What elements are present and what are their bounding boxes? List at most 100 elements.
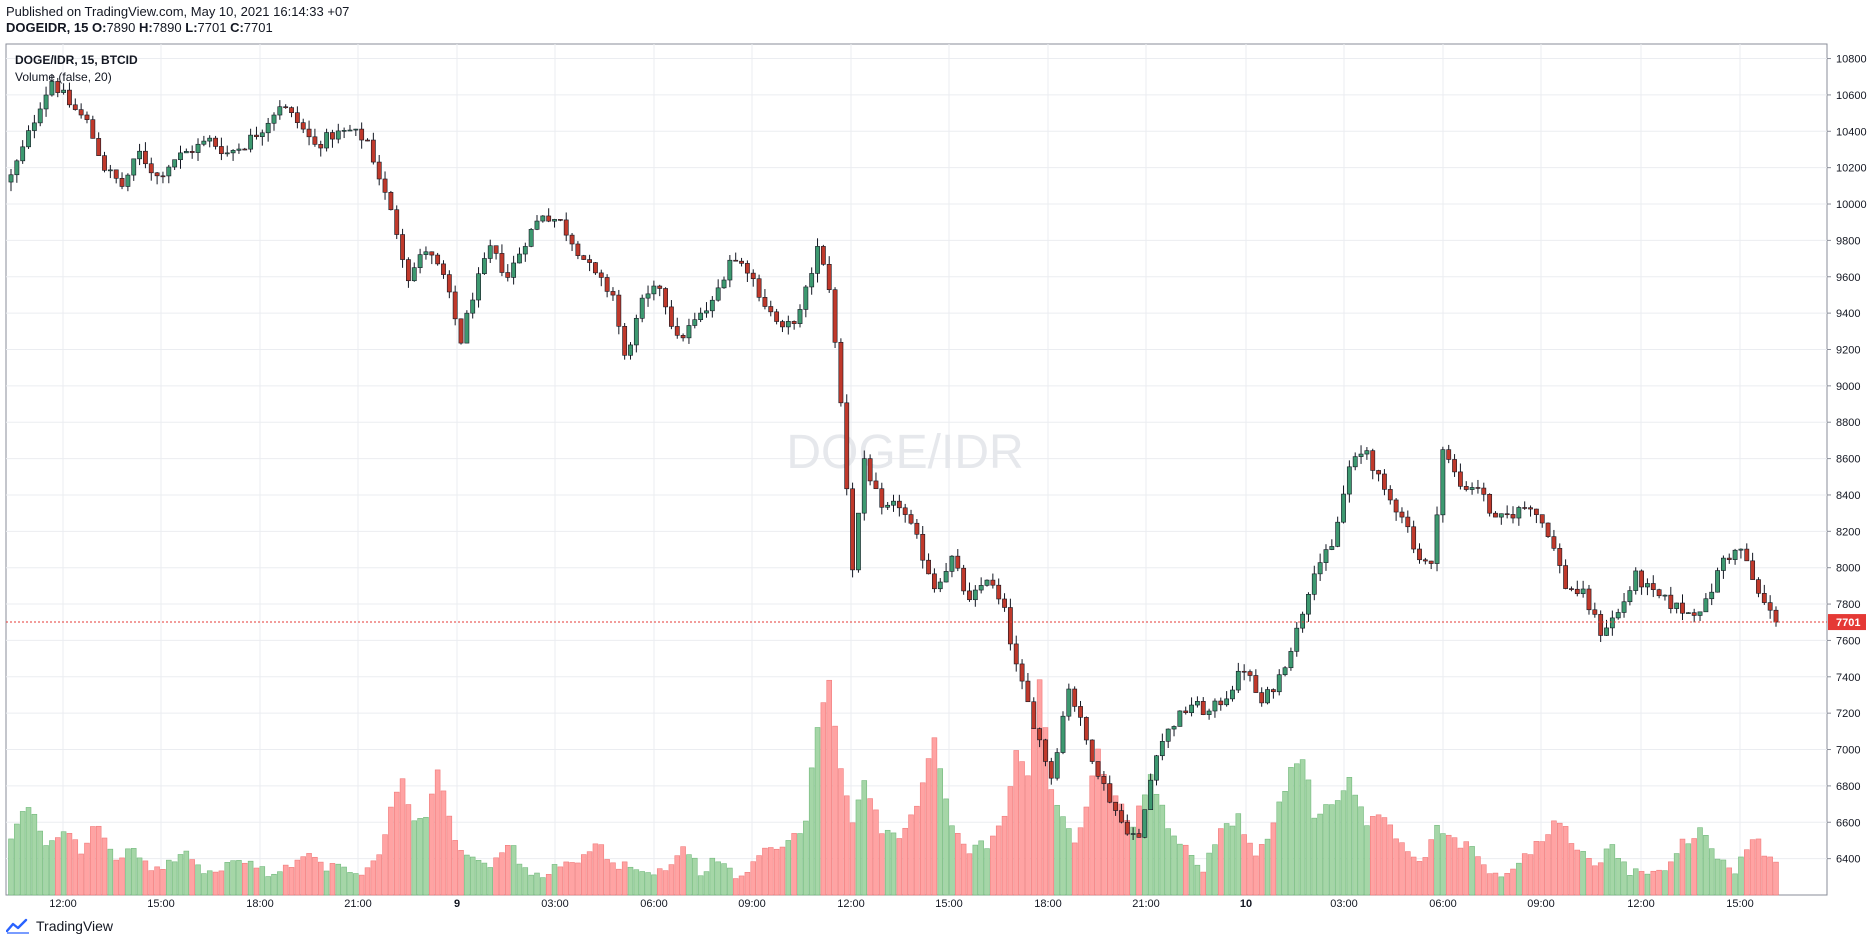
- candle: [1013, 643, 1019, 665]
- candle: [704, 310, 709, 314]
- candle: [1422, 559, 1428, 562]
- candle: [1294, 627, 1300, 652]
- volume-bar: [773, 848, 780, 896]
- candle: [1177, 710, 1183, 727]
- candle: [1323, 549, 1329, 563]
- candle: [826, 264, 832, 291]
- candle: [663, 288, 668, 308]
- volume-bar: [890, 832, 897, 896]
- candle: [1095, 761, 1101, 777]
- volume-bar: [1422, 857, 1429, 896]
- volume-bar: [166, 859, 172, 896]
- candle: [1218, 700, 1224, 706]
- volume-bar: [1632, 868, 1639, 896]
- volume-bar: [1749, 839, 1756, 896]
- candle: [1107, 783, 1113, 803]
- volume-bar: [1206, 852, 1212, 896]
- candle: [1574, 588, 1580, 595]
- volume-bar: [1294, 763, 1300, 896]
- volume-bar: [487, 867, 493, 896]
- candle: [487, 245, 493, 259]
- candle: [557, 219, 563, 221]
- candle: [1165, 728, 1171, 742]
- candle: [1019, 663, 1025, 682]
- volume-bar: [1761, 855, 1768, 896]
- volume-bar: [633, 869, 640, 896]
- candle: [1627, 590, 1633, 603]
- candle: [493, 245, 499, 254]
- candle: [856, 512, 861, 571]
- volume-bar: [984, 848, 990, 896]
- candle: [464, 312, 470, 344]
- candle: [1364, 450, 1370, 455]
- volume-bar: [364, 867, 371, 896]
- candle: [1656, 589, 1662, 597]
- volume-bar: [1504, 872, 1510, 896]
- volume-bar: [1685, 843, 1692, 896]
- volume-bar: [949, 825, 955, 896]
- candle: [616, 294, 622, 327]
- volume-bar: [253, 867, 260, 896]
- x-tick-label: 09:00: [1527, 898, 1555, 910]
- volume-bar: [1352, 794, 1358, 896]
- candle: [148, 163, 154, 174]
- volume-bar: [1410, 856, 1417, 896]
- candle: [961, 567, 967, 592]
- volume-bar: [423, 817, 429, 896]
- candle: [365, 139, 370, 142]
- volume-bar: [1656, 869, 1662, 896]
- volume-bar: [1533, 841, 1540, 896]
- candle: [1195, 701, 1200, 706]
- candle: [972, 589, 978, 601]
- volume-bar: [101, 837, 108, 896]
- candle: [1230, 689, 1235, 700]
- volume-bar: [1574, 849, 1581, 896]
- volume-bar: [1691, 838, 1697, 896]
- open-label: O:: [91, 20, 107, 35]
- candle: [937, 581, 943, 590]
- volume-bar: [1744, 849, 1750, 896]
- candle: [446, 274, 452, 293]
- candle: [1346, 466, 1352, 495]
- volume-bar: [376, 854, 382, 896]
- volume-bar: [113, 859, 119, 896]
- x-tick-label: 15:00: [147, 898, 175, 910]
- candle: [1621, 601, 1627, 613]
- footer-brand[interactable]: TradingView: [36, 918, 114, 934]
- volume-bar: [1527, 854, 1534, 896]
- volume-bar: [1445, 834, 1452, 896]
- volume-bar: [1603, 848, 1610, 896]
- y-tick-label: 6600: [1836, 817, 1860, 829]
- y-tick-label: 9800: [1836, 235, 1860, 247]
- legend-symbol[interactable]: DOGE/IDR, 15, BTCID: [15, 53, 138, 67]
- candle: [195, 143, 201, 153]
- candle: [20, 146, 26, 162]
- candle: [1533, 508, 1539, 515]
- candle: [341, 130, 347, 132]
- candle: [552, 219, 557, 222]
- candle: [1265, 689, 1270, 704]
- y-tick-label: 10000: [1836, 199, 1867, 211]
- candle: [803, 286, 809, 310]
- candle: [1159, 741, 1165, 757]
- volume-bar: [8, 838, 14, 896]
- candle: [125, 174, 131, 187]
- volume-bar: [493, 857, 499, 896]
- volume-bar: [995, 825, 1002, 896]
- low-label: L:: [185, 20, 198, 35]
- legend-volume[interactable]: Volume (false, 20): [15, 70, 112, 84]
- volume-bar: [616, 868, 622, 896]
- candle: [324, 132, 330, 149]
- candle: [1504, 513, 1510, 516]
- candle: [388, 192, 394, 211]
- candle: [1452, 459, 1457, 473]
- candle: [1329, 546, 1335, 550]
- volume-bar: [884, 829, 891, 896]
- volume-bar: [1773, 861, 1779, 896]
- volume-bar: [522, 867, 529, 896]
- candle: [528, 229, 534, 247]
- candle: [289, 107, 294, 113]
- candle: [785, 321, 791, 328]
- candle: [1183, 710, 1189, 714]
